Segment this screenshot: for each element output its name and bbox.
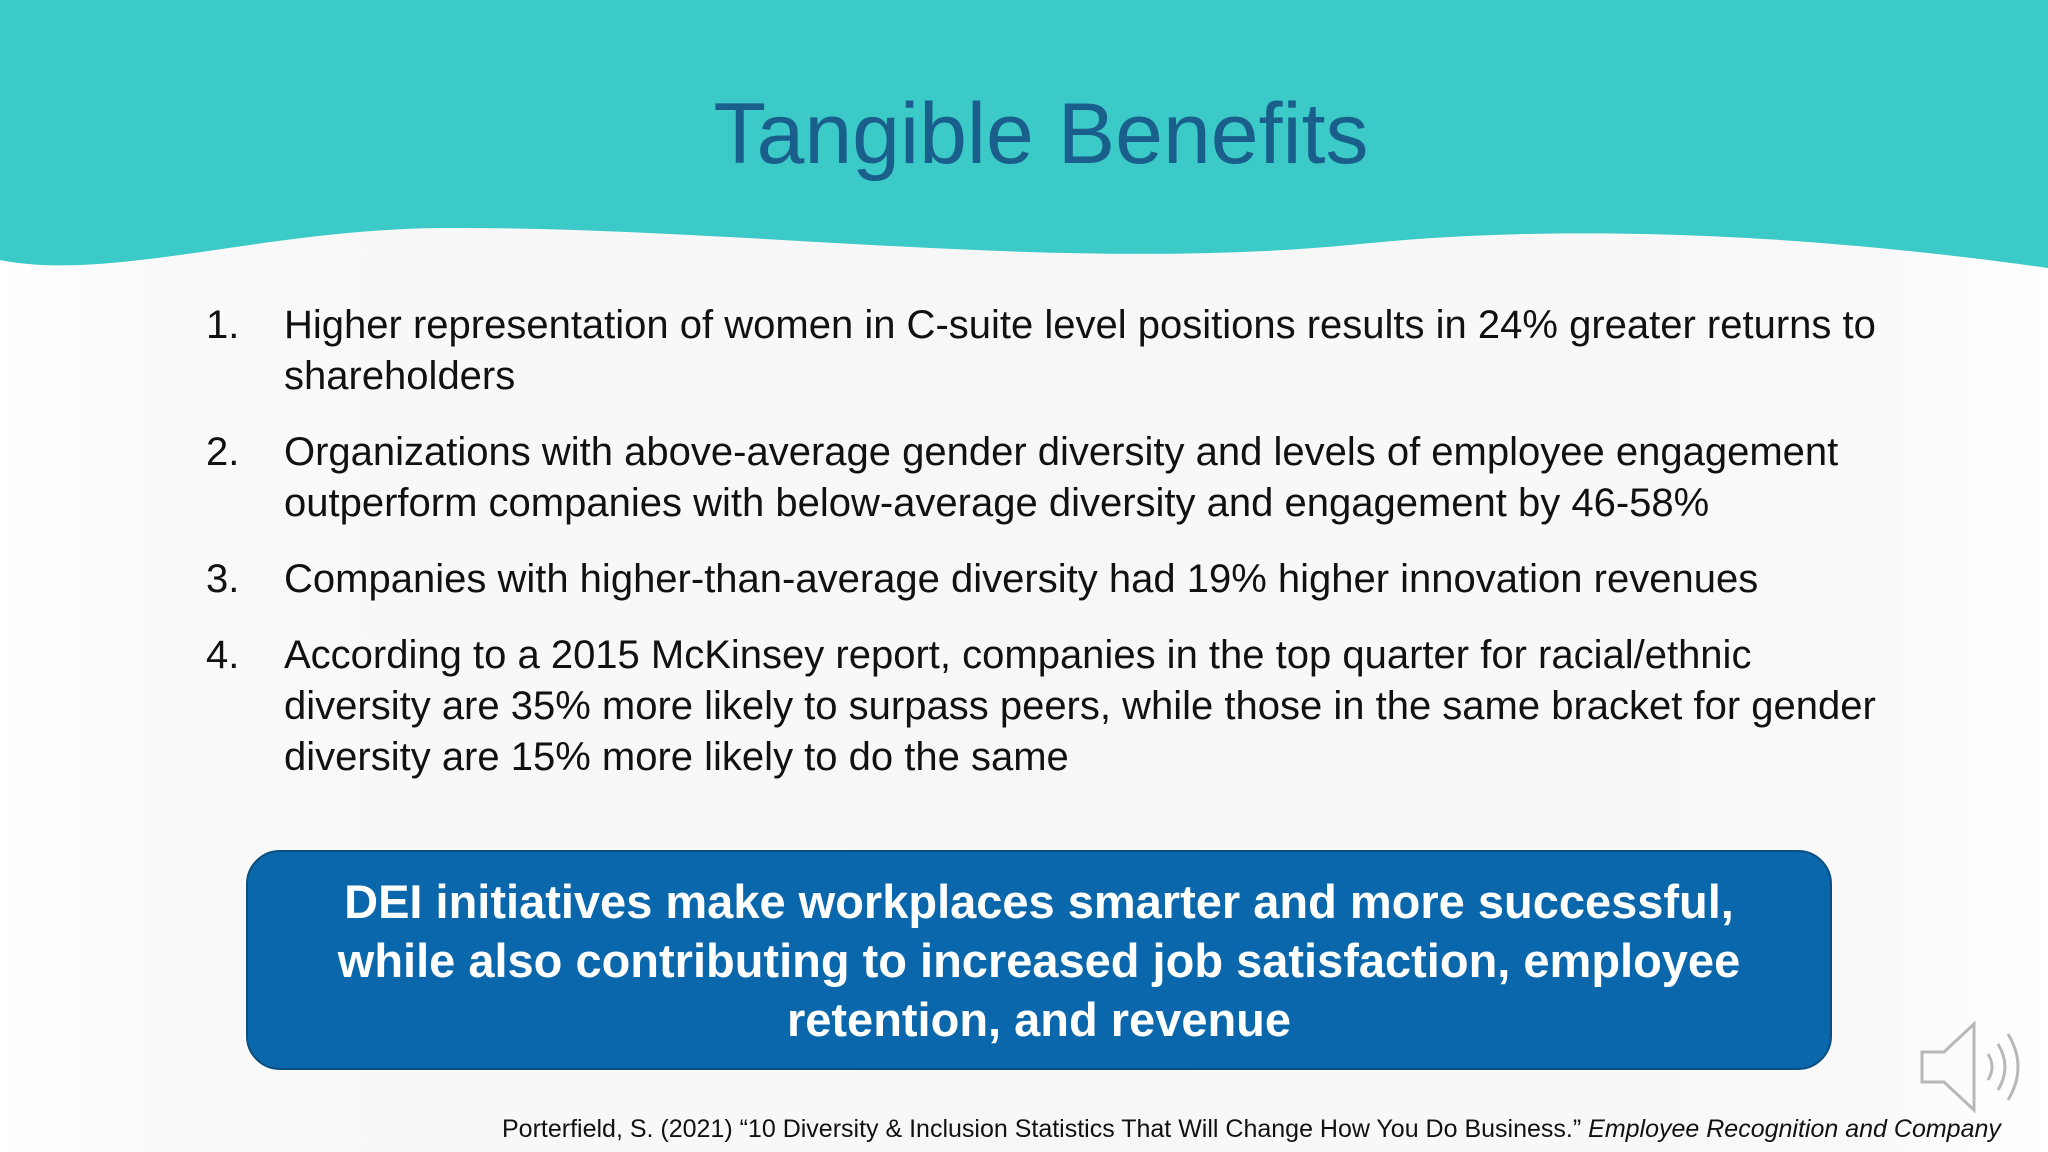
slide-title: Tangible Benefits: [713, 86, 1369, 182]
benefits-list: 1. Higher representation of women in C-s…: [206, 300, 1906, 808]
list-item: 3. Companies with higher-than-average di…: [206, 554, 1906, 605]
header-wave-banner: [0, 0, 2048, 268]
citation-source: Employee Recognition and Company: [1588, 1115, 2001, 1143]
item-text: Organizations with above-average gender …: [284, 430, 1839, 525]
list-item: 2. Organizations with above-average gend…: [206, 427, 1906, 529]
list-item: 4. According to a 2015 McKinsey report, …: [206, 630, 1906, 783]
citation: Porterfield, S. (2021) “10 Diversity & I…: [502, 1114, 2048, 1145]
item-number: 2.: [206, 430, 240, 474]
list-item: 1. Higher representation of women in C-s…: [206, 300, 1906, 402]
speaker-icon[interactable]: [1916, 1014, 2036, 1120]
callout-text: DEI initiatives make workplaces smarter …: [337, 874, 1741, 1046]
item-number: 4.: [206, 633, 240, 677]
dei-callout-box: DEI initiatives make workplaces smarter …: [246, 850, 1832, 1070]
item-text: Companies with higher-than-average diver…: [284, 557, 1759, 601]
item-number: 1.: [206, 303, 240, 347]
citation-text: Porterfield, S. (2021) “10 Diversity & I…: [502, 1115, 1582, 1143]
item-text: Higher representation of women in C-suit…: [284, 303, 1876, 398]
item-number: 3.: [206, 557, 240, 601]
item-text: According to a 2015 McKinsey report, com…: [284, 633, 1876, 779]
